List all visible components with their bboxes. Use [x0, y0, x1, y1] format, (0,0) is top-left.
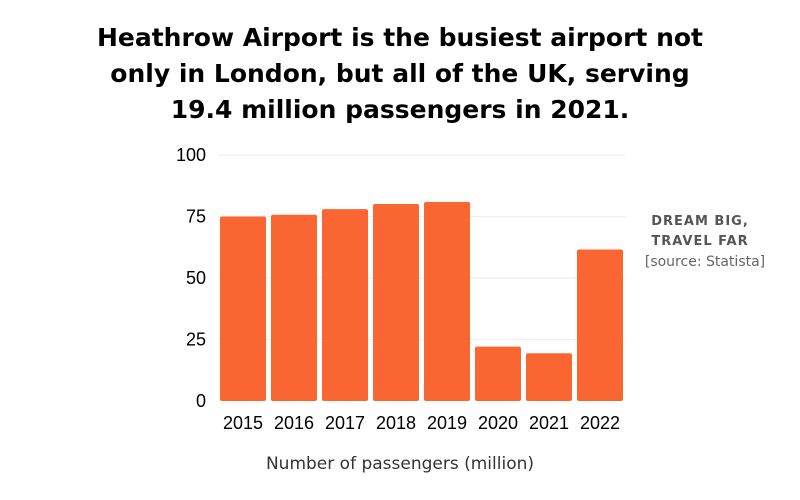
bar-2021 [526, 353, 572, 401]
x-tick-label-2016: 2016 [274, 413, 314, 433]
chart-title: Heathrow Airport is the busiest airport … [0, 20, 800, 128]
bar-2015 [220, 216, 266, 401]
brand-logo: DREAM BIG, TRAVEL FAR [630, 212, 770, 252]
x-tick-label-2021: 2021 [529, 413, 569, 433]
brand-line-2: TRAVEL FAR [651, 234, 749, 249]
x-tick-label-2020: 2020 [478, 413, 518, 433]
x-axis-title: Number of passengers (million) [266, 454, 534, 474]
chart-title-line-2: only in London, but all of the UK, servi… [110, 59, 690, 88]
x-tick-label-2018: 2018 [376, 413, 416, 433]
chart-title-line-3: 19.4 million passengers in 2021. [170, 95, 630, 124]
y-tick-label-75: 75 [186, 207, 206, 227]
y-tick-label-100: 100 [176, 145, 206, 165]
y-tick-label-25: 25 [186, 330, 206, 350]
bar-2019 [424, 201, 470, 401]
bar-2022 [577, 249, 623, 401]
source-note: [source: Statista] [644, 254, 766, 270]
bar-2017 [322, 209, 368, 401]
x-tick-label-2019: 2019 [427, 413, 467, 433]
x-tick-label-2022: 2022 [580, 413, 620, 433]
bar-2020 [475, 346, 521, 401]
x-tick-label-2017: 2017 [325, 413, 365, 433]
chart-title-line-1: Heathrow Airport is the busiest airport … [96, 23, 704, 52]
bar-2016 [271, 214, 317, 401]
y-tick-label-50: 50 [186, 268, 206, 288]
bar-2018 [373, 203, 419, 401]
x-tick-label-2015: 2015 [223, 413, 263, 433]
y-tick-label-0: 0 [196, 391, 206, 411]
brand-line-1: DREAM BIG, [651, 214, 749, 229]
